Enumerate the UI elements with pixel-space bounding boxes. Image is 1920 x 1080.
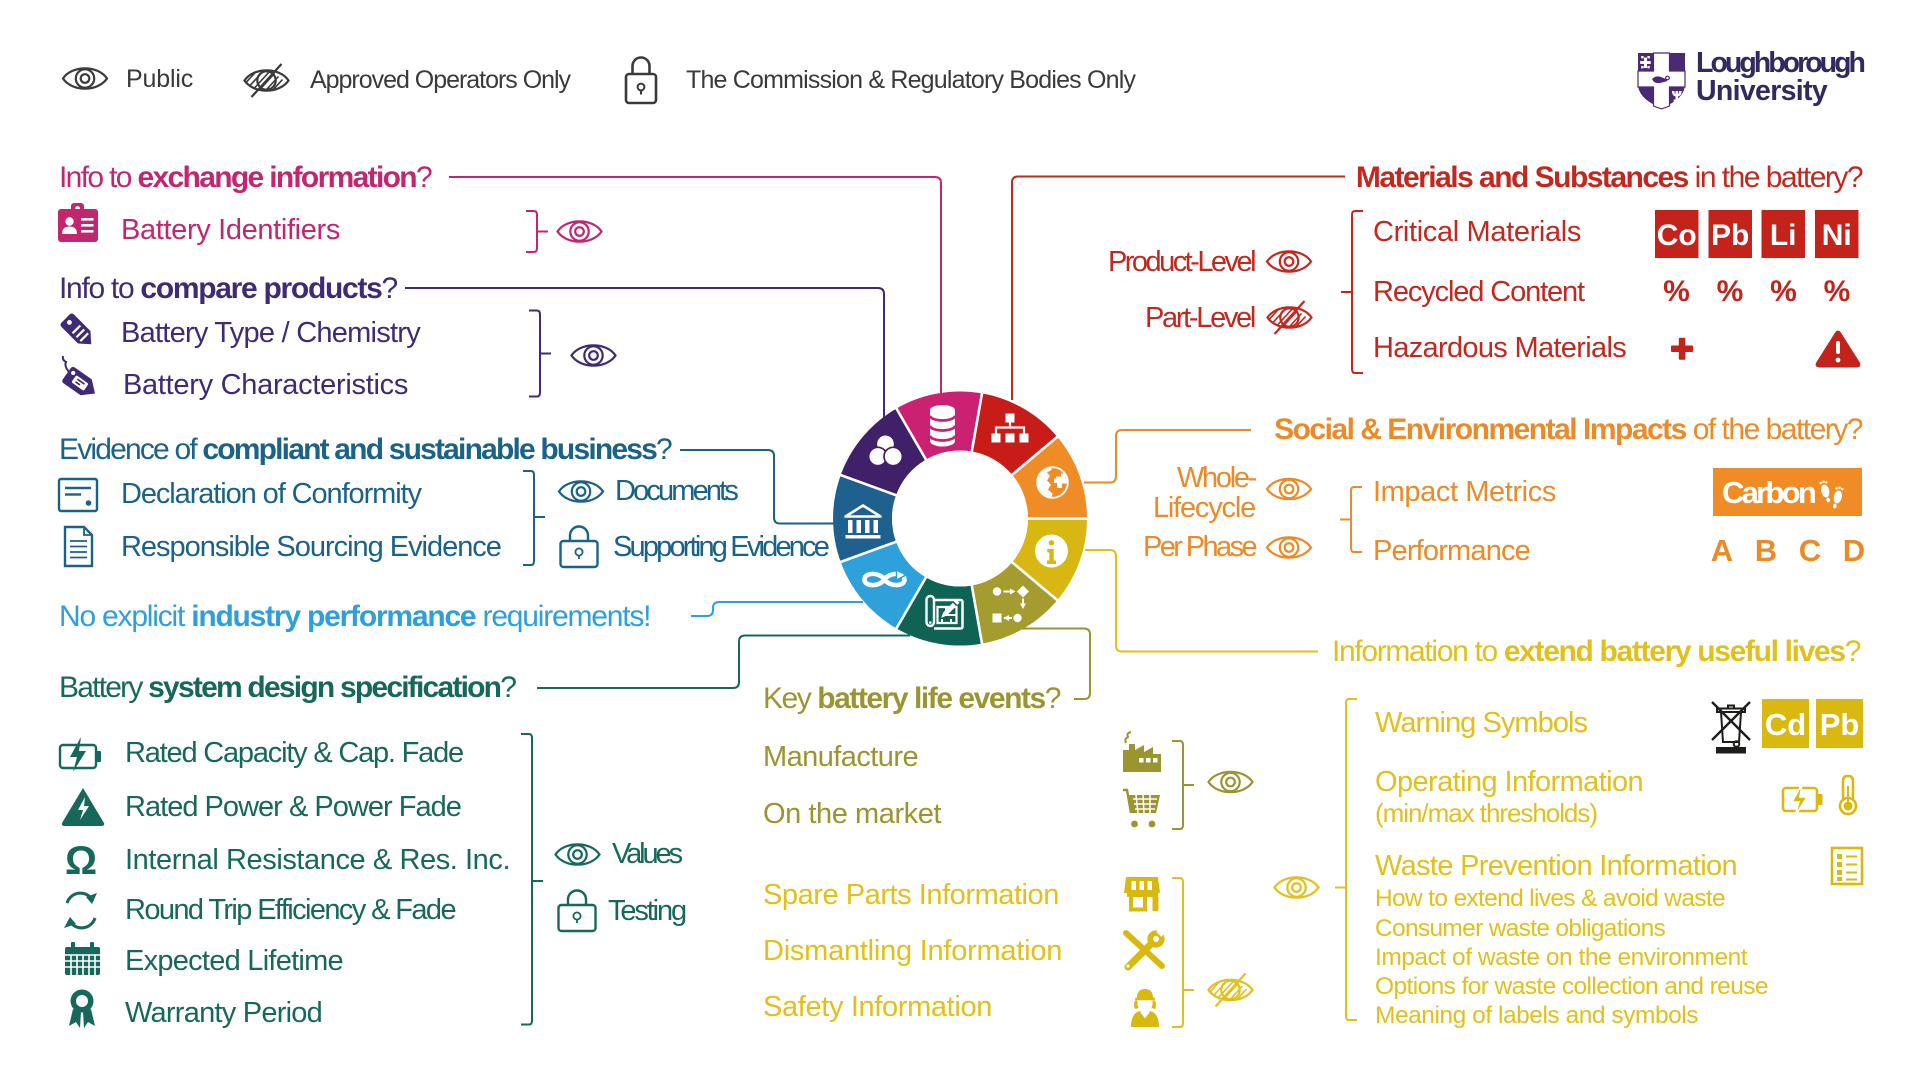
- svg-text:%: %: [1663, 275, 1690, 308]
- svg-text:B: B: [1755, 533, 1777, 568]
- svg-text:Ni: Ni: [1822, 219, 1852, 252]
- svg-text:Li: Li: [1770, 219, 1797, 252]
- svg-text:Ω: Ω: [65, 839, 97, 883]
- svg-text:%: %: [1717, 275, 1744, 308]
- svg-text:Pb: Pb: [1711, 219, 1749, 252]
- svg-text:A: A: [1711, 533, 1733, 568]
- svg-text:Pb: Pb: [1820, 707, 1860, 742]
- svg-text:C: C: [1799, 533, 1821, 568]
- svg-text:Co: Co: [1657, 219, 1697, 252]
- svg-text:Cd: Cd: [1765, 707, 1806, 742]
- svg-text:D: D: [1843, 533, 1865, 568]
- svg-text:%: %: [1770, 275, 1797, 308]
- svg-text:%: %: [1824, 275, 1851, 308]
